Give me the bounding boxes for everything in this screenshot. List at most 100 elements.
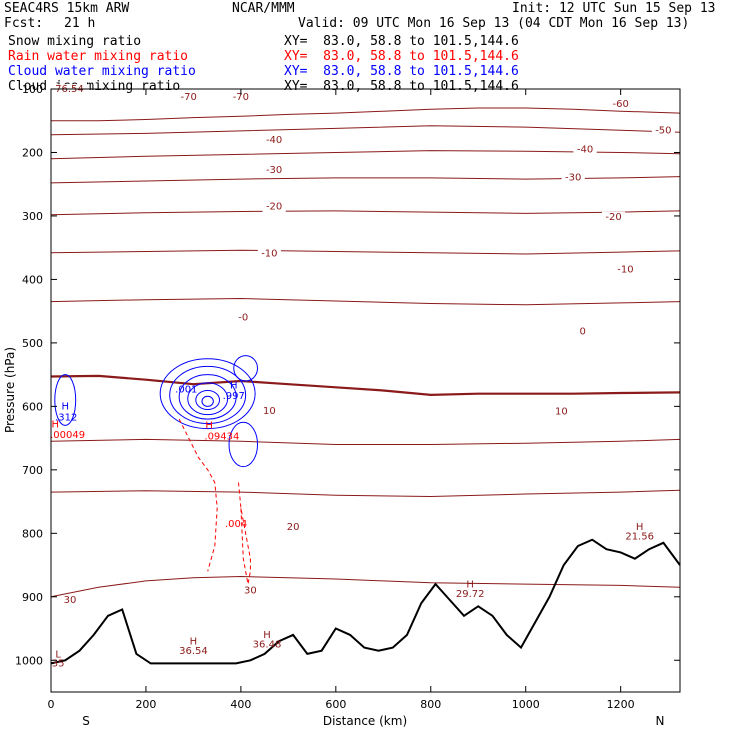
x-tick-label-1000: 1000	[512, 698, 540, 711]
temperature-contour-10	[50, 438, 681, 445]
x-tick-label-0: 0	[48, 698, 55, 711]
contour-label-bg-1	[177, 91, 201, 103]
contour-label-16: 20	[287, 522, 300, 533]
x-tick-label-200: 200	[135, 698, 156, 711]
contour-label-bg-17	[61, 595, 79, 607]
contour-label-13: 0	[579, 327, 585, 338]
extrema-label-15: 29.72	[456, 589, 485, 600]
cloud-water-contours	[54, 355, 259, 468]
rain-water-contour-1	[238, 482, 251, 585]
extrema-label-4: .997	[223, 391, 245, 402]
cloud-water-contour-8	[233, 355, 259, 382]
init-time: Init: 12 UTC Sun 15 Sep 13	[512, 1, 716, 16]
cloud-water-contour-5	[195, 390, 221, 411]
temperature-contour-20	[50, 489, 681, 498]
contour-label-7: -30	[266, 165, 282, 176]
temperature-contour--70	[51, 107, 681, 122]
contour-label-bg-14	[260, 405, 278, 417]
extrema-label-14: H	[466, 579, 474, 590]
cloud-water-contour-4	[187, 382, 229, 416]
field-name-snow: Snow mixing ratio	[8, 34, 142, 49]
contour-label-11: -10	[261, 249, 277, 260]
contour-label-12: -10	[617, 264, 633, 275]
rain-water-contours	[178, 418, 251, 585]
contour-label-bg-4	[651, 125, 675, 137]
extrema-label-3: H	[230, 381, 238, 392]
center-name: NCAR/MMM	[232, 1, 295, 16]
contour-label-14: 10	[263, 406, 276, 417]
fcst-value: 21 h	[64, 16, 96, 31]
field-name-cloud-water: Cloud water mixing ratio	[8, 64, 196, 79]
contour-label-bg-3	[609, 98, 633, 110]
x-axis-title: Distance (km)	[323, 714, 407, 728]
y-tick-label-200: 200	[22, 146, 43, 159]
extrema-label-18: L	[55, 650, 61, 661]
extrema-label-8: .09434	[204, 431, 239, 442]
temperature-contour--10	[50, 297, 681, 306]
y-tick-label-400: 400	[22, 273, 43, 286]
contour-label-8: -30	[565, 172, 581, 183]
extrema-label-5: H	[52, 419, 60, 430]
contour-label-bg-19	[234, 312, 252, 324]
temperature-contour--20	[50, 249, 681, 255]
extrema-label-9: .004	[225, 519, 247, 530]
extrema-label-1: .312	[55, 412, 77, 423]
plot-frame	[50, 88, 681, 693]
y-tick-label-900: 900	[22, 591, 43, 604]
contour-label-bg-13	[577, 326, 588, 338]
y-tick-label-700: 700	[22, 464, 43, 477]
y-tick-label-300: 300	[22, 210, 43, 223]
contour-label-bg-16	[284, 522, 302, 534]
field-name-rain: Rain water mixing ratio	[8, 49, 189, 64]
contour-label-17: 30	[64, 595, 77, 606]
field-xy-snow: XY= 83.0, 58.8 to 101.5,144.6	[284, 34, 519, 49]
north-end-label: N	[656, 714, 665, 728]
extrema-labels: H.312.001 H.997H.00049H.09434.004H36.54H3…	[50, 381, 654, 670]
cloud-water-contour-9	[228, 421, 259, 468]
cloud-water-contour-3	[178, 374, 237, 420]
contour-label-bg-6	[573, 144, 597, 156]
y-tick-label-500: 500	[22, 337, 43, 350]
contour-label-bg-10	[601, 211, 626, 223]
contour-label-4: -50	[655, 125, 671, 136]
contour-label-bg-5	[262, 134, 286, 146]
contour-label-10: -20	[605, 212, 621, 223]
cloud-water-contour-7	[54, 374, 77, 426]
y-axis-title: Pressure (hPa)	[3, 347, 17, 433]
x-tick-label-400: 400	[230, 698, 251, 711]
contour-label-bg-8	[561, 172, 585, 184]
contour-label-18: 30	[244, 586, 257, 597]
south-end-label: S	[82, 714, 90, 728]
model-name: SEAC4RS 15km ARW	[4, 1, 130, 16]
contour-label-9: -20	[266, 202, 282, 213]
contour-label-bg-0	[46, 84, 89, 96]
extrema-label-7: H	[205, 421, 213, 432]
temperature-contour-30	[50, 575, 681, 598]
extrema-label-16: H	[636, 522, 644, 533]
terrain-line	[50, 538, 681, 665]
x-tick-label-800: 800	[420, 698, 441, 711]
contour-label-6: -40	[577, 144, 593, 155]
contour-label-bg-11	[257, 248, 281, 260]
contour-labels: -76.54 -70 -70 -60 -50 -40 -40 -30 -30 -20 -20 -10 -…	[46, 84, 675, 607]
cloud-water-contour-2	[169, 365, 247, 425]
temperature-contour--60	[50, 125, 681, 136]
extrema-label-6: .00049	[50, 430, 85, 441]
contour-label-bg-15	[552, 406, 570, 418]
extrema-label-0: H	[61, 402, 69, 413]
cloud-water-contour-6	[201, 395, 214, 407]
extrema-label-10: H	[190, 636, 198, 647]
contour-label-5: -40	[266, 135, 282, 146]
y-tick-label-600: 600	[22, 400, 43, 413]
y-tick-label-1000: 1000	[15, 654, 43, 667]
rain-water-contour-2	[178, 418, 218, 572]
extrema-label-11: 36.54	[179, 646, 208, 657]
extrema-label-19: 35	[52, 659, 65, 670]
contour-label-bg-2	[229, 91, 253, 103]
terrain-profile	[50, 538, 681, 665]
y-tick-label-100: 100	[22, 83, 43, 96]
contour-label-bg-7	[262, 164, 286, 176]
x-tick-label-600: 600	[325, 698, 346, 711]
valid-time: Valid: 09 UTC Mon 16 Sep 13 (04 CDT Mon …	[298, 16, 690, 31]
